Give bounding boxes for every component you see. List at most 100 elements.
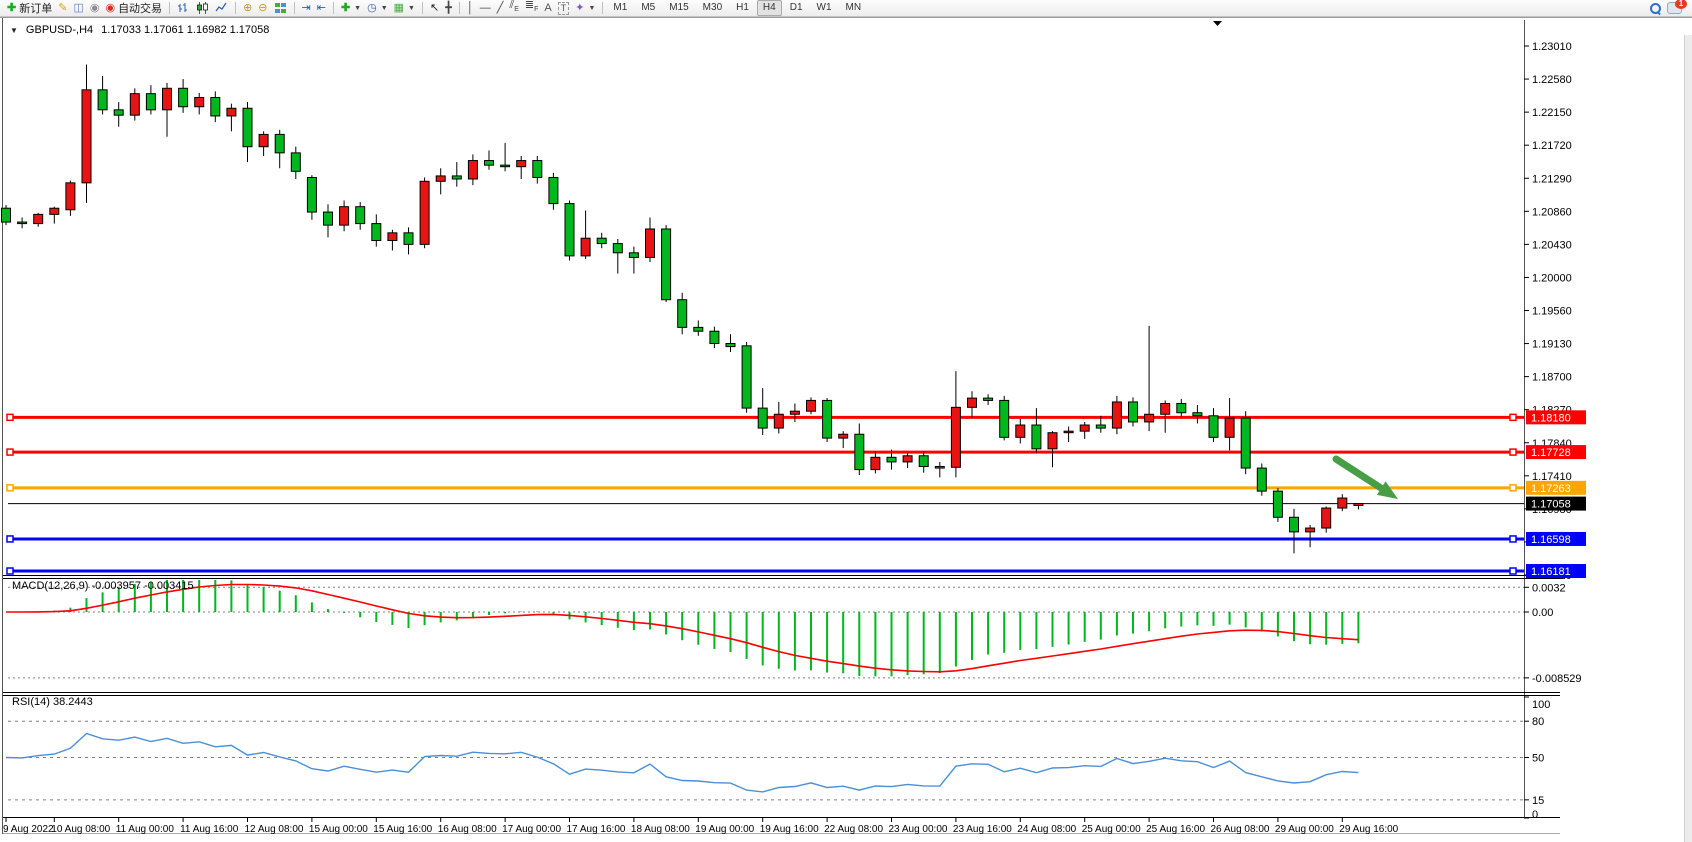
candle-body bbox=[17, 221, 28, 225]
candle-body bbox=[983, 397, 994, 401]
tile-windows-button[interactable] bbox=[271, 1, 290, 16]
line-anchor-handle[interactable] bbox=[6, 567, 14, 575]
bar-chart-button[interactable] bbox=[174, 1, 193, 16]
candle-body bbox=[226, 107, 237, 117]
candle-body bbox=[1128, 401, 1138, 423]
crosshair-button[interactable]: ╋ bbox=[442, 1, 455, 16]
line-anchor-handle[interactable] bbox=[1509, 535, 1517, 543]
candle-body bbox=[1031, 424, 1042, 450]
macd-axis-label: 0.0032 bbox=[1532, 582, 1566, 594]
candle-body bbox=[886, 456, 897, 463]
timeframe-h1[interactable]: H1 bbox=[736, 2, 749, 13]
line-anchor-handle[interactable] bbox=[6, 448, 14, 456]
timeframe-m15[interactable]: M15 bbox=[669, 2, 689, 13]
candle-body bbox=[242, 107, 253, 148]
fibonacci-button[interactable]: ≣F bbox=[522, 0, 542, 16]
price-tag bbox=[1526, 480, 1586, 495]
autotrade-button[interactable]: ◉ 自动交易 bbox=[102, 1, 165, 16]
publisher-button[interactable]: ✎ bbox=[55, 1, 70, 16]
candle-body bbox=[1224, 417, 1235, 438]
line-anchor-handle[interactable] bbox=[1509, 448, 1517, 456]
auto-scroll-button[interactable]: ⇥ bbox=[299, 1, 314, 16]
rsi-axis-label: 15 bbox=[1532, 795, 1544, 807]
timeframe-m1[interactable]: M1 bbox=[613, 2, 628, 13]
macd-panel[interactable]: 0.0032 0.00 -0.008529 bbox=[6, 580, 1582, 685]
time-axis-label: 9 Aug 2022 bbox=[3, 824, 54, 835]
price-tick-label: 1.19130 bbox=[1532, 339, 1572, 351]
candlestick-chart-button[interactable] bbox=[193, 1, 212, 16]
autotrade-label: 自动交易 bbox=[118, 3, 163, 15]
window-scrollbar[interactable] bbox=[1684, 35, 1692, 842]
text-label-icon: T bbox=[557, 1, 570, 15]
candlestick-chart-icon bbox=[197, 2, 208, 14]
text-button[interactable]: A bbox=[541, 1, 554, 16]
search-icon[interactable] bbox=[1649, 2, 1661, 16]
timeframe-m5[interactable]: M5 bbox=[641, 2, 656, 13]
candle-body bbox=[596, 237, 607, 245]
candle-body bbox=[854, 433, 865, 471]
toolbar-separator bbox=[602, 2, 604, 14]
candle-body bbox=[548, 176, 559, 205]
line-anchor-handle[interactable] bbox=[6, 535, 14, 543]
zoom-in-button[interactable]: ⊕ bbox=[240, 1, 255, 16]
line-chart-button[interactable] bbox=[212, 1, 231, 16]
price-tag bbox=[1526, 445, 1586, 460]
trend-arrow-annotation[interactable] bbox=[1332, 455, 1398, 499]
candle-body bbox=[838, 433, 849, 439]
candle-body bbox=[645, 228, 655, 258]
toolbar-separator bbox=[458, 2, 460, 14]
timeframe-d1[interactable]: D1 bbox=[789, 2, 803, 13]
panel-borders bbox=[2, 18, 1560, 834]
toolbar-separator bbox=[169, 2, 171, 14]
terminal-button[interactable]: ◫ bbox=[70, 1, 86, 16]
price-tick-label: 1.18700 bbox=[1532, 372, 1572, 384]
text-label-button[interactable]: T bbox=[555, 1, 573, 16]
timeframe-w1[interactable]: W1 bbox=[816, 2, 832, 13]
new-order-button[interactable]: ✚ 新订单 bbox=[4, 1, 55, 16]
candle-body bbox=[1321, 507, 1332, 529]
signal-button[interactable]: ◉ bbox=[87, 1, 103, 16]
rsi-axis-label: 0 bbox=[1532, 809, 1538, 821]
arrows-button[interactable]: ✦ ▼ bbox=[572, 1, 598, 16]
collapse-triangle-icon[interactable]: ▼ bbox=[10, 25, 18, 35]
timeframe-h4[interactable]: H4 bbox=[756, 0, 782, 16]
chevron-down-icon: ▼ bbox=[354, 4, 362, 12]
timeframe-mn[interactable]: MN bbox=[845, 2, 862, 13]
line-anchor-handle[interactable] bbox=[1509, 567, 1517, 575]
price-tick-label: 1.22150 bbox=[1532, 107, 1572, 119]
notifications-icon[interactable]: 1 bbox=[1667, 0, 1687, 14]
vertical-line-button[interactable]: │ bbox=[464, 1, 477, 16]
candle-body bbox=[129, 93, 140, 116]
cursor-button[interactable]: ↖ bbox=[427, 1, 442, 16]
text-icon: A bbox=[544, 1, 552, 14]
candle-body bbox=[532, 160, 543, 178]
channel-button[interactable]: ⫽E bbox=[506, 0, 522, 16]
indicators-button[interactable]: ✚ ▼ bbox=[338, 1, 364, 16]
line-anchor-handle[interactable] bbox=[1509, 484, 1517, 492]
rsi-axis-label: 50 bbox=[1532, 753, 1544, 765]
candle-body bbox=[387, 232, 398, 242]
clock-icon: ◷ bbox=[367, 1, 377, 14]
candlestick-series[interactable] bbox=[1, 64, 1364, 554]
horizontal-levels[interactable] bbox=[6, 413, 1524, 575]
periods-button[interactable]: ◷ ▼ bbox=[364, 1, 391, 16]
trendline-button[interactable]: ╱ bbox=[494, 1, 507, 16]
template-icon: ▦ bbox=[393, 1, 405, 14]
line-anchor-handle[interactable] bbox=[1509, 413, 1517, 422]
rsi-line bbox=[5, 732, 1359, 793]
macd-indicator-label: MACD(12,26,9) -0.003957 -0.003415 bbox=[12, 580, 194, 592]
line-anchor-handle[interactable] bbox=[6, 484, 14, 492]
rsi-panel[interactable]: 100 80 50 15 0 bbox=[5, 696, 1550, 821]
autoscroll-marker-icon[interactable] bbox=[1213, 21, 1222, 26]
templates-button[interactable]: ▦ ▼ bbox=[391, 1, 418, 16]
price-tick-label: 1.21720 bbox=[1532, 140, 1572, 152]
zoom-out-button[interactable]: ⊖ bbox=[255, 1, 270, 16]
candle-body bbox=[1079, 424, 1090, 432]
line-anchor-handle[interactable] bbox=[6, 413, 14, 422]
chart-shift-button[interactable]: ⇤ bbox=[314, 1, 329, 16]
candle-body bbox=[1015, 424, 1026, 438]
timeframe-m30[interactable]: M30 bbox=[702, 2, 723, 13]
horizontal-line-button[interactable]: — bbox=[477, 1, 494, 16]
